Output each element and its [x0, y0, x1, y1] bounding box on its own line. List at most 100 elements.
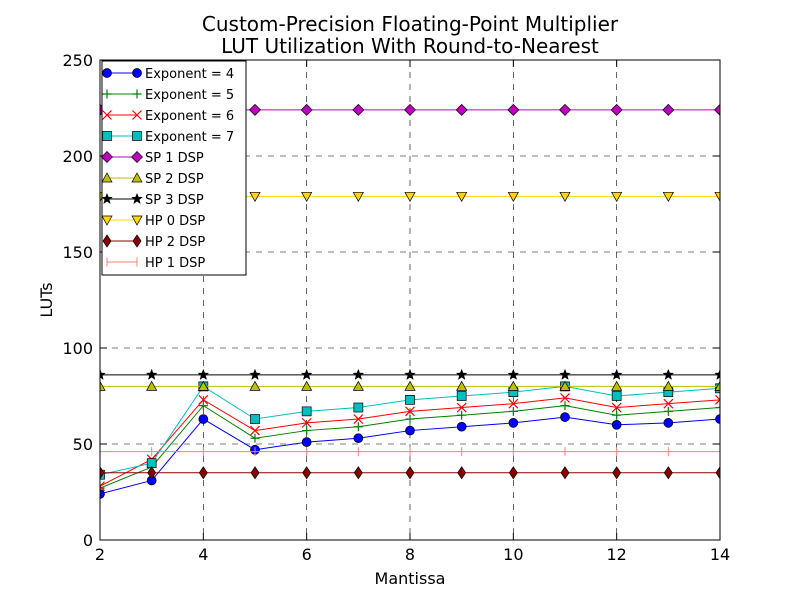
data-point	[663, 406, 673, 416]
data-point	[100, 483, 105, 493]
data-point	[508, 406, 518, 416]
legend-label: SP 2 DSP	[145, 172, 204, 187]
y-tick-label: 250	[62, 51, 93, 70]
legend-marker	[102, 234, 112, 248]
y-tick-label: 0	[83, 531, 93, 550]
data-point	[302, 466, 312, 480]
legend-label: SP 3 DSP	[145, 193, 204, 208]
legend-marker	[102, 110, 112, 120]
legend-marker	[101, 215, 113, 226]
x-tick-label: 10	[503, 545, 523, 564]
data-point	[455, 103, 468, 116]
data-point	[100, 466, 105, 480]
x-tick-label: 6	[302, 545, 312, 564]
legend-entry: SP 3 DSP	[101, 192, 204, 208]
data-point	[611, 402, 622, 413]
data-point	[611, 391, 622, 401]
data-point	[353, 402, 364, 413]
data-point	[457, 466, 467, 480]
data-point	[301, 191, 313, 203]
legend-marker	[102, 131, 112, 141]
legend-label: SP 1 DSP	[145, 151, 204, 166]
y-axis-label: LUTs	[37, 282, 56, 317]
x-axis-label: Mantissa	[375, 569, 446, 588]
legend-marker	[131, 172, 143, 183]
data-point	[662, 368, 675, 380]
data-point	[249, 380, 261, 391]
x-tick-label: 4	[198, 545, 208, 564]
data-point	[611, 380, 623, 391]
legend-label: HP 2 DSP	[145, 235, 205, 250]
data-point	[301, 406, 312, 417]
y-tick-label: 50	[73, 435, 93, 454]
data-point	[353, 466, 363, 480]
data-point	[404, 368, 416, 380]
data-point	[714, 191, 720, 203]
legend-label: HP 1 DSP	[145, 256, 205, 271]
data-point	[508, 398, 519, 409]
data-point	[249, 191, 261, 203]
data-point	[611, 191, 623, 203]
data-point	[405, 466, 415, 480]
data-point	[612, 410, 622, 420]
y-tick-label: 200	[62, 147, 93, 166]
data-point	[198, 401, 208, 411]
legend-marker	[101, 151, 113, 163]
data-point	[404, 380, 416, 391]
data-point	[662, 380, 674, 391]
data-point	[198, 414, 209, 424]
data-point	[249, 368, 261, 380]
series-sp-2-dsp	[100, 380, 720, 391]
data-point	[663, 466, 673, 480]
data-point	[559, 368, 571, 380]
data-point	[456, 391, 467, 401]
data-point	[249, 103, 261, 116]
data-point	[612, 466, 622, 480]
legend-entry: Exponent = 4	[102, 67, 234, 82]
data-point	[250, 425, 260, 436]
x-tick-label: 8	[405, 545, 415, 564]
legend-marker	[101, 172, 113, 183]
legend-marker	[101, 192, 113, 205]
data-point	[456, 191, 468, 203]
data-point	[455, 368, 468, 380]
data-point	[507, 191, 519, 203]
data-point	[560, 401, 570, 411]
legend-entry: SP 1 DSP	[101, 151, 204, 166]
legend-marker	[102, 68, 112, 78]
legend-entry: HP 1 DSP	[106, 256, 205, 271]
data-point	[405, 414, 415, 424]
data-point	[610, 368, 623, 380]
x-tick-label: 12	[606, 545, 626, 564]
legend-marker	[131, 215, 143, 226]
data-point	[559, 380, 571, 391]
data-point	[145, 368, 158, 380]
data-point	[100, 368, 106, 380]
data-point	[456, 421, 467, 432]
data-point	[662, 191, 674, 203]
y-tick-label: 100	[62, 339, 93, 358]
plot-area: 2 4 6 8 10 12 14 0 50 100 150 200 250	[62, 51, 730, 564]
data-point	[301, 417, 312, 428]
data-point	[100, 481, 105, 492]
data-point	[198, 466, 208, 480]
data-point	[352, 380, 364, 391]
data-point	[715, 394, 720, 405]
data-point	[560, 466, 570, 480]
data-point	[559, 103, 571, 116]
data-point	[457, 410, 467, 420]
data-point	[508, 418, 519, 428]
data-point	[560, 392, 570, 403]
data-point	[352, 368, 365, 380]
series-sp-1-dsp	[100, 103, 720, 116]
data-point	[353, 433, 364, 444]
series-sp-3-dsp	[100, 368, 720, 380]
data-point	[147, 466, 157, 480]
data-point	[197, 368, 210, 380]
legend-marker	[132, 89, 142, 99]
series-hp-1-dsp	[100, 447, 720, 457]
data-point	[507, 368, 520, 380]
data-point	[507, 380, 519, 391]
data-point	[456, 380, 468, 391]
